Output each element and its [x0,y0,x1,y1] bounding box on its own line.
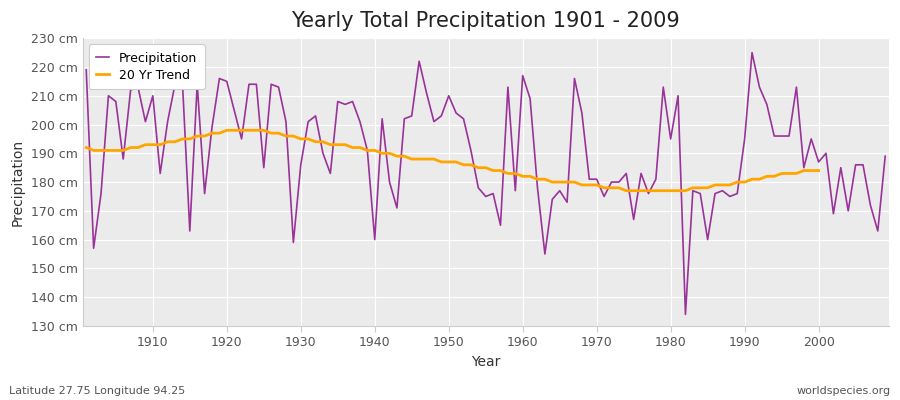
Precipitation [880,154,891,158]
20 Yr Trend [465,162,476,167]
Text: worldspecies.org: worldspecies.org [796,386,891,396]
Title: Yearly Total Precipitation 1901 - 2009: Yearly Total Precipitation 1901 - 2009 [292,11,680,31]
Legend: Precipitation, 20 Yr Trend: Precipitation, 20 Yr Trend [89,44,204,89]
Precipitation [680,312,691,317]
Precipitation [81,68,92,72]
Precipitation [510,188,521,193]
Line: Precipitation: Precipitation [86,53,886,314]
Y-axis label: Precipitation: Precipitation [11,138,25,226]
20 Yr Trend [221,128,232,133]
20 Yr Trend [814,168,824,173]
20 Yr Trend [81,145,92,150]
20 Yr Trend [229,128,239,133]
Precipitation [606,180,616,184]
20 Yr Trend [791,171,802,176]
X-axis label: Year: Year [471,355,500,369]
Precipitation [347,99,358,104]
20 Yr Trend [525,174,535,179]
Text: Latitude 27.75 Longitude 94.25: Latitude 27.75 Longitude 94.25 [9,386,185,396]
20 Yr Trend [621,188,632,193]
Line: 20 Yr Trend: 20 Yr Trend [86,130,819,191]
20 Yr Trend [769,174,779,179]
Precipitation [747,50,758,55]
Precipitation [140,119,151,124]
20 Yr Trend [258,128,269,133]
Precipitation [518,73,528,78]
Precipitation [302,119,313,124]
